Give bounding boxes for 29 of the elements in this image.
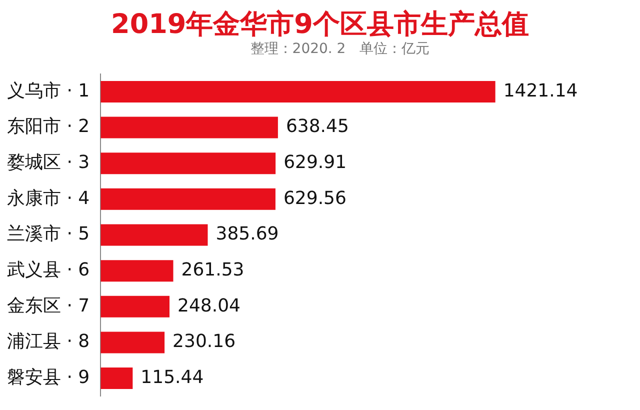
- chart-subtitle: 整理：2020. 2 单位：亿元: [249, 40, 431, 59]
- y-tick-label: 武义县 · 6: [6, 259, 90, 280]
- y-tick-label: 磐安县 · 9: [6, 366, 90, 388]
- y-tick-label: 金东区 · 7: [6, 295, 90, 316]
- data-label: 629.56: [283, 188, 346, 209]
- bar: [100, 152, 276, 174]
- data-label: 115.44: [140, 366, 204, 388]
- data-label: 230.16: [172, 331, 236, 352]
- bar: [100, 188, 276, 210]
- y-tick-label: 义乌市 · 1: [6, 80, 90, 102]
- y-tick-label: 东阳市 · 2: [6, 116, 90, 138]
- data-label: 638.45: [286, 116, 349, 138]
- data-label: 261.53: [181, 259, 244, 280]
- bar: [100, 296, 170, 318]
- y-tick-label: 浦江县 · 8: [6, 331, 90, 352]
- y-tick-label: 婺城区 · 3: [6, 152, 90, 174]
- bar: [100, 332, 165, 354]
- chart-title: 2019年金华市9个区县市生产总值: [110, 8, 530, 40]
- bar: [100, 260, 174, 282]
- y-tick-label: 永康市 · 4: [6, 188, 90, 209]
- y-tick-label: 兰溪市 · 5: [6, 224, 90, 245]
- data-label: 1421.14: [503, 80, 578, 102]
- data-label: 248.04: [178, 295, 240, 316]
- bar: [100, 368, 133, 390]
- bar: [100, 224, 208, 246]
- data-label: 385.69: [216, 224, 279, 245]
- bar: [100, 80, 496, 102]
- data-label: 629.91: [284, 152, 347, 174]
- bar: [100, 116, 278, 138]
